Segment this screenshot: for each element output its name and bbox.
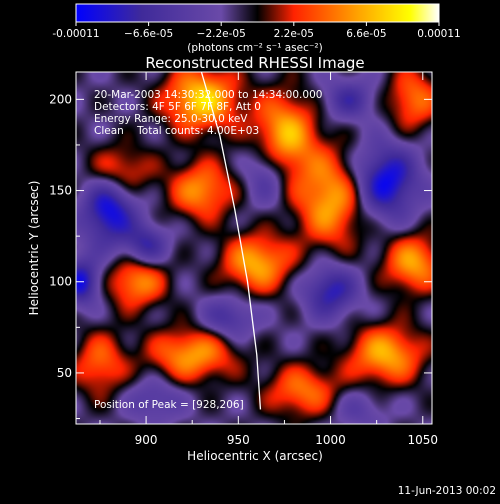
info-line-energy: Energy Range: 25.0-30.0 keV	[94, 113, 248, 125]
colorbar-units-label: (photons cm⁻² s⁻¹ asec⁻²)	[187, 42, 322, 54]
y-axis-label: Heliocentric Y (arcsec)	[27, 181, 41, 316]
info-line-time: 20-Mar-2003 14:30:32.000 to 14:34:00.000	[94, 89, 322, 101]
colorbar-gradient	[75, 3, 440, 23]
solar-limb-curve	[200, 72, 262, 410]
colorbar-ticks: -0.00011 −6.6e-05 −2.2e-05 2.2e-05 6.6e-05 0.…	[52, 22, 461, 40]
colorbar-tick-label: −2.2e-05	[197, 28, 246, 40]
y-tick-label: 150	[49, 184, 72, 198]
colorbar: -0.00011 −6.6e-05 −2.2e-05 2.2e-05 6.6e-05 0.…	[52, 3, 461, 54]
y-tick-label: 50	[57, 366, 72, 380]
colorbar-tick-label: 0.00011	[417, 28, 460, 40]
plot-frame	[75, 71, 433, 425]
plot-area: 900 950 1000 1050 50 100 150 200	[49, 71, 438, 447]
colorbar-tick-label: −6.6e-05	[124, 28, 173, 40]
x-tick-label: 1000	[315, 433, 346, 447]
peak-position-label: Position of Peak = [928,206]	[94, 399, 244, 411]
y-tick-label: 100	[49, 275, 72, 289]
observation-info: 20-Mar-2003 14:30:32.000 to 14:34:00.000…	[94, 89, 322, 411]
footer-date: 11-Jun-2013 00:02	[398, 485, 496, 497]
axis-ticks: 900 950 1000 1050 50 100 150 200	[49, 72, 438, 447]
colorbar-tick-label: -0.00011	[52, 28, 99, 40]
y-tick-label: 200	[49, 92, 72, 106]
info-line-detectors: Detectors: 4F 5F 6F 7F 8F, Att 0	[94, 101, 261, 113]
heatmap-image	[76, 72, 432, 424]
x-axis-label: Heliocentric X (arcsec)	[187, 449, 323, 463]
colorbar-tick-label: 2.2e-05	[274, 28, 314, 40]
x-tick-label: 1050	[408, 433, 439, 447]
chart-title: Reconstructed RHESSI Image	[145, 54, 364, 72]
x-tick-label: 950	[227, 433, 250, 447]
colorbar-tick-label: 6.6e-05	[346, 28, 386, 40]
x-tick-label: 900	[135, 433, 158, 447]
info-line-counts: Clean Total counts: 4.00E+03	[94, 125, 259, 137]
